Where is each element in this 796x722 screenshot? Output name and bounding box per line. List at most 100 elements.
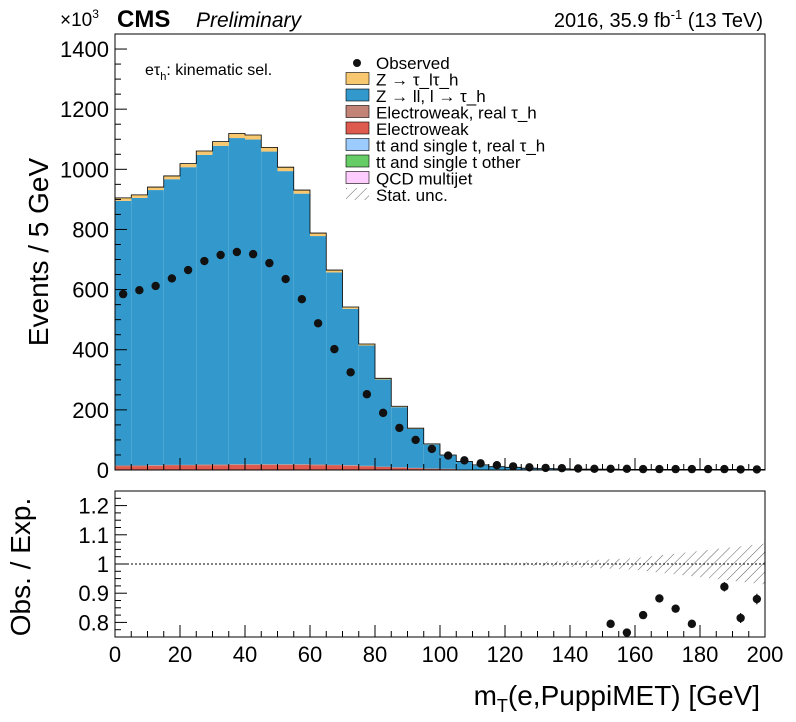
bar-1-14 — [343, 465, 359, 466]
bar-2-7 — [229, 138, 245, 464]
xtick-label-8: 160 — [617, 642, 654, 667]
xtick-label-9: 180 — [682, 642, 719, 667]
bar-0-9 — [261, 465, 277, 470]
main-ytick-label-1: 200 — [72, 398, 109, 423]
main-ytick-label-3: 600 — [72, 278, 109, 303]
observed-point-35 — [688, 465, 696, 473]
ratio-point-1 — [623, 628, 631, 636]
bar-3-8 — [245, 135, 261, 140]
observed-point-37 — [720, 465, 728, 473]
ratio-point-4 — [671, 604, 679, 612]
observed-point-3 — [168, 274, 176, 282]
x-axis-title: mT(e,PuppiMET) [GeV] — [474, 680, 760, 716]
bar-3-5 — [196, 151, 212, 155]
preliminary-label: Preliminary — [196, 9, 303, 32]
ratio-y-ticks: 0.80.911.11.2 — [78, 491, 127, 637]
xtick-label-5: 100 — [422, 642, 459, 667]
observed-point-5 — [200, 257, 208, 265]
bar-0-15 — [359, 466, 375, 470]
bar-0-5 — [196, 465, 212, 470]
legend-swatch-hatch — [346, 188, 369, 200]
legend-swatch-4 — [346, 122, 369, 134]
bar-2-10 — [278, 171, 294, 464]
legend: ObservedZ → τ_lτ_hZ → ll, l → τ_hElectro… — [346, 54, 545, 205]
bar-1-6 — [213, 465, 229, 466]
xtick-label-1: 20 — [168, 642, 192, 667]
xtick-label-7: 140 — [552, 642, 589, 667]
bar-3-7 — [229, 134, 245, 139]
observed-point-30 — [606, 465, 614, 473]
bar-1-15 — [359, 466, 375, 467]
bar-1-4 — [180, 465, 196, 466]
observed-point-4 — [184, 266, 192, 274]
legend-swatch-1 — [346, 73, 369, 85]
bar-0-13 — [326, 465, 342, 470]
bar-0-0 — [115, 466, 131, 470]
observed-point-9 — [265, 259, 273, 267]
observed-point-6 — [216, 251, 224, 259]
observed-point-19 — [428, 445, 436, 453]
bar-2-17 — [391, 407, 407, 467]
observed-point-31 — [623, 465, 631, 473]
bar-0-4 — [180, 465, 196, 470]
bar-3-11 — [294, 190, 310, 194]
main-ytick-label-5: 1000 — [60, 157, 109, 182]
bar-1-7 — [229, 464, 245, 465]
bar-1-9 — [261, 464, 277, 465]
xtick-label-2: 40 — [233, 642, 257, 667]
observed-point-36 — [704, 465, 712, 473]
observed-point-16 — [379, 409, 387, 417]
xtick-label-3: 60 — [298, 642, 322, 667]
selection-annotation: eτh: kinematic sel. — [145, 62, 272, 83]
bar-2-8 — [245, 140, 261, 465]
bar-3-2 — [148, 187, 164, 190]
bar-3-12 — [310, 233, 326, 236]
legend-marker-observed — [353, 59, 361, 67]
observed-point-32 — [639, 465, 647, 473]
bar-2-13 — [326, 272, 342, 464]
observed-point-11 — [298, 295, 306, 303]
observed-point-1 — [135, 286, 143, 294]
legend-swatch-6 — [346, 155, 369, 167]
observed-point-29 — [590, 465, 598, 473]
observed-point-15 — [363, 390, 371, 398]
observed-point-8 — [249, 250, 257, 258]
bar-0-7 — [229, 465, 245, 470]
ratio-point-0 — [606, 620, 614, 628]
observed-point-22 — [476, 459, 484, 467]
ratio-y-axis-title: Obs. / Exp. — [5, 498, 36, 637]
main-ytick-label-6: 1200 — [60, 97, 109, 122]
main-ytick-label-4: 800 — [72, 217, 109, 242]
observed-point-14 — [346, 368, 354, 376]
xtick-label-6: 120 — [487, 642, 524, 667]
main-ytick-label-2: 400 — [72, 338, 109, 363]
bar-2-18 — [408, 429, 424, 468]
observed-point-26 — [541, 464, 549, 472]
ratio-ytick-label-4: 1.2 — [78, 494, 109, 519]
bar-1-5 — [196, 465, 212, 466]
bar-0-3 — [164, 465, 180, 470]
bar-1-8 — [245, 464, 261, 465]
legend-swatch-3 — [346, 106, 369, 118]
bar-2-3 — [164, 179, 180, 465]
xtick-label-10: 200 — [747, 642, 784, 667]
bar-2-6 — [213, 146, 229, 465]
bar-3-4 — [180, 164, 196, 168]
observed-point-18 — [411, 436, 419, 444]
bar-3-6 — [213, 142, 229, 146]
ratio-point-2 — [639, 611, 647, 619]
bar-0-11 — [294, 465, 310, 470]
observed-point-34 — [671, 465, 679, 473]
bar-3-9 — [261, 147, 277, 151]
bar-1-13 — [326, 465, 342, 466]
observed-point-33 — [655, 465, 663, 473]
bar-2-14 — [343, 309, 359, 465]
main-y-axis-title: Events / 5 GeV — [23, 158, 54, 347]
observed-point-7 — [233, 248, 241, 256]
bar-2-11 — [294, 194, 310, 465]
bar-2-4 — [180, 167, 196, 465]
observed-point-24 — [509, 462, 517, 470]
ratio-ytick-label-1: 0.9 — [78, 581, 109, 606]
bar-1-1 — [131, 465, 147, 466]
